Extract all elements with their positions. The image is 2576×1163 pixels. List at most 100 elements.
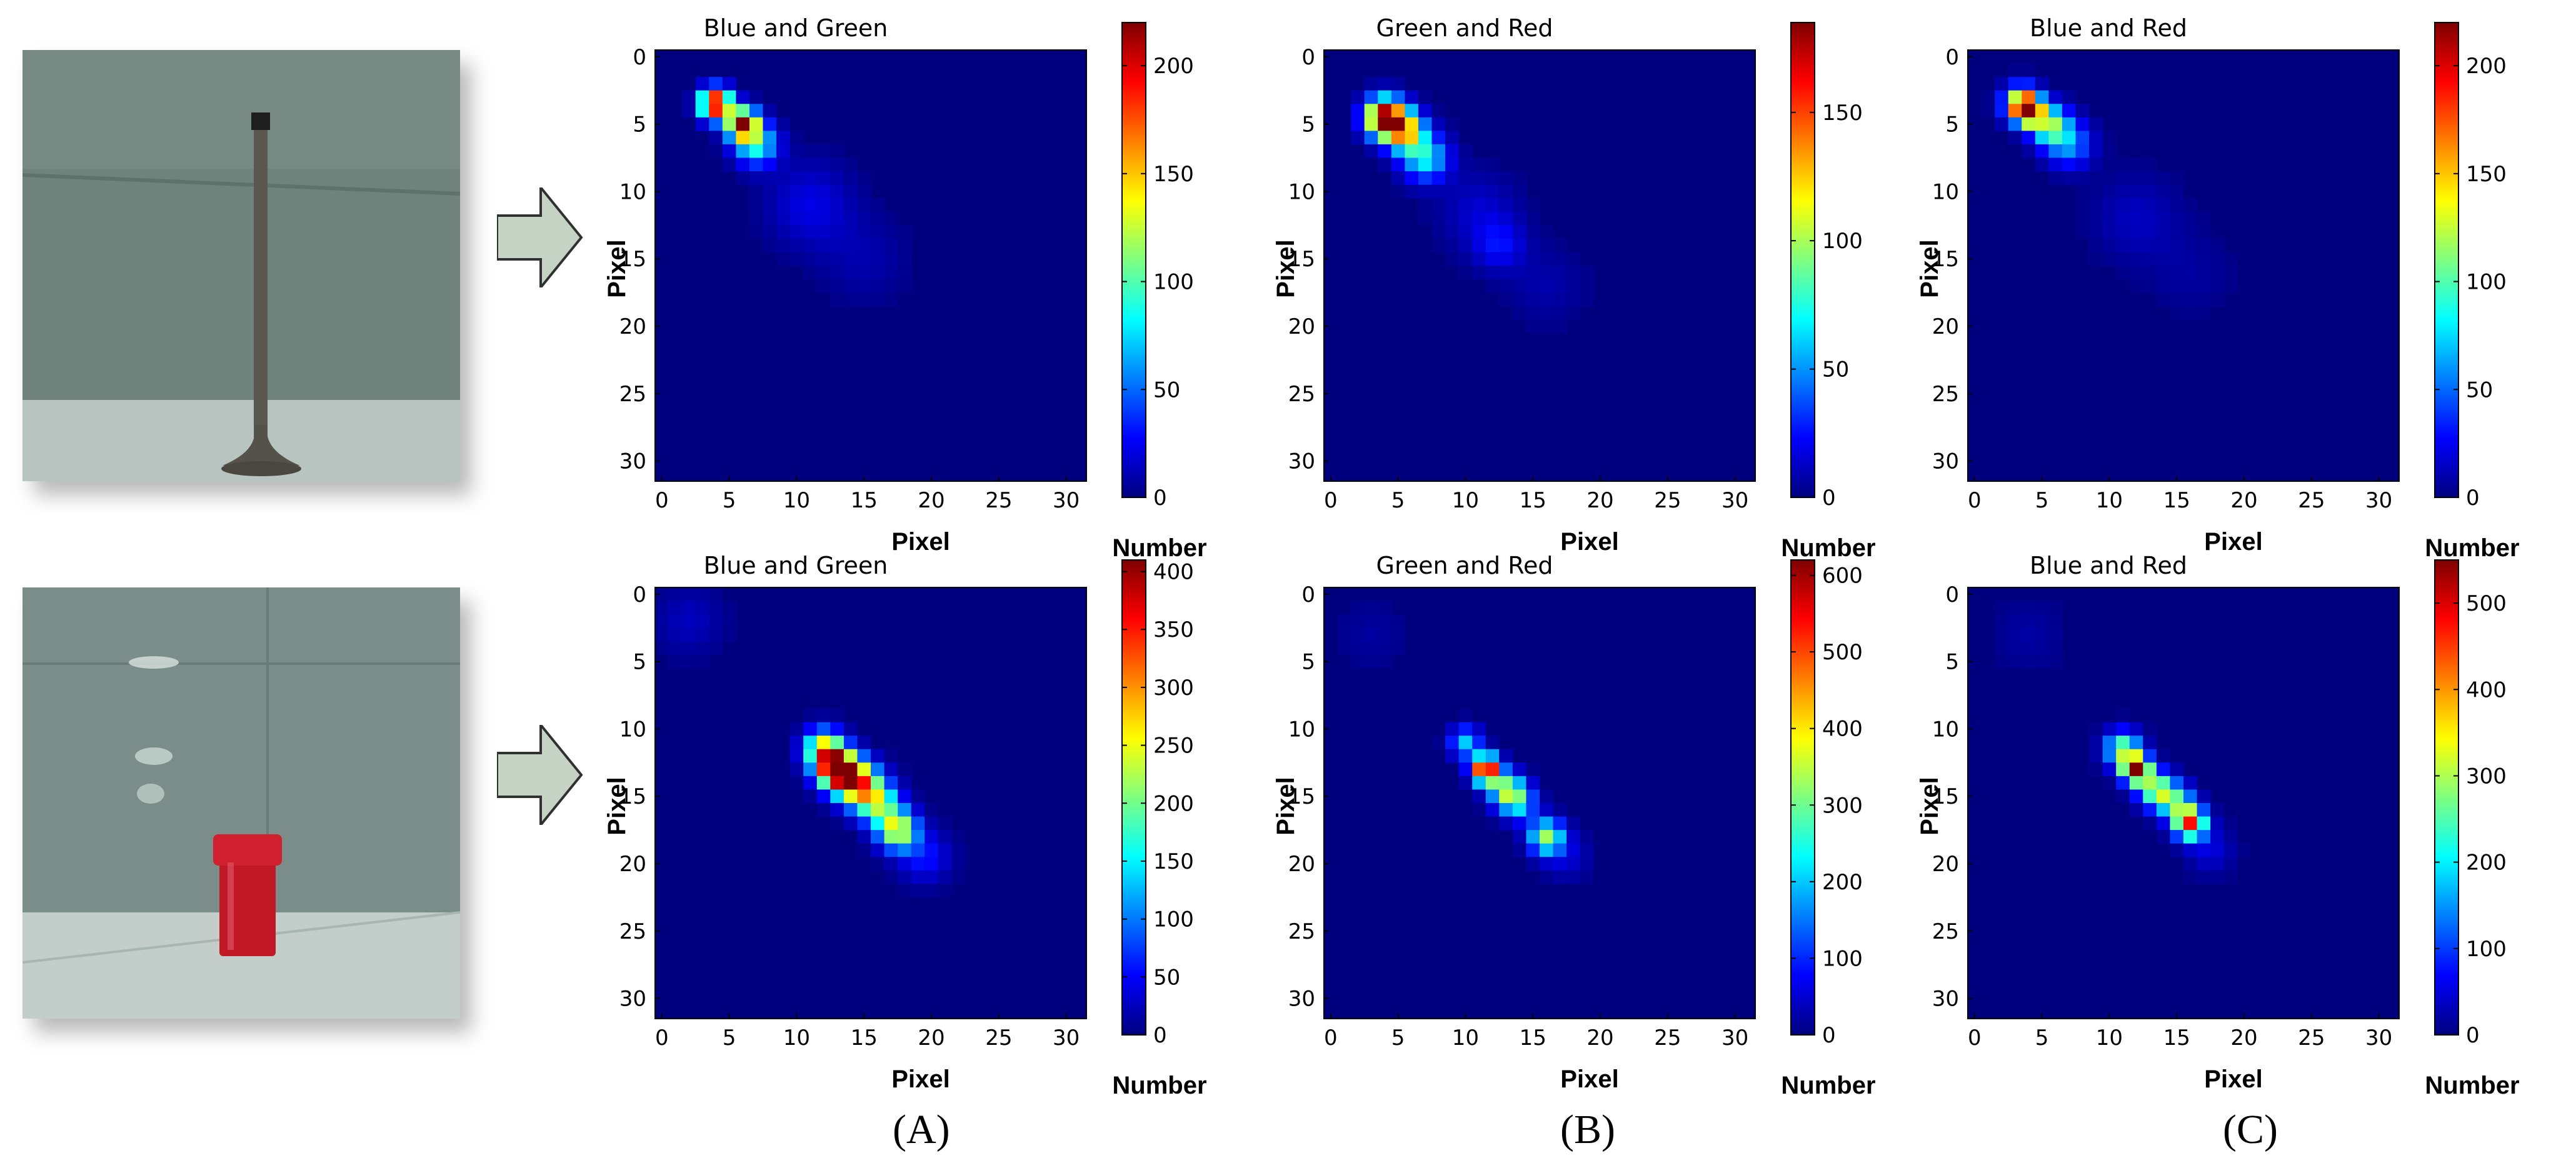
heatmap-cell: [1431, 198, 1446, 212]
heatmap-cell: [2129, 279, 2143, 293]
heatmap-cell: [843, 157, 858, 172]
heatmap-cell: [1499, 252, 1513, 266]
heatmap-cell: [1364, 144, 1378, 159]
y-tick-label: 30: [1932, 449, 1959, 474]
heatmap-cell: [1431, 238, 1446, 253]
heatmap-cell: [2170, 306, 2184, 320]
heatmap-cell: [1566, 857, 1581, 871]
heatmap-cell: [2102, 776, 2117, 791]
heatmap-area: 0 5 10 15 20 25 300510152025300501001502002503…: [619, 559, 1194, 1051]
heatmap-cell: [668, 587, 683, 602]
heatmap-cell: [2102, 749, 2117, 763]
y-tick-label: 30: [1288, 449, 1315, 474]
heatmap-cell: [1485, 198, 1500, 212]
heatmap-cell: [2035, 654, 2049, 669]
heatmap-cell: [709, 627, 723, 642]
heatmap-cell: [1499, 776, 1513, 791]
heatmap-cell: [1580, 857, 1594, 871]
heatmap-cell: [763, 198, 777, 212]
heatmap-cell: [2223, 279, 2238, 293]
heatmap-cell: [776, 225, 791, 239]
colorbar-tick-label: 150: [2466, 162, 2507, 187]
heatmap-cell: [1458, 776, 1473, 791]
heatmap-cell: [830, 252, 844, 266]
colorbar-tick-label: 150: [1153, 162, 1194, 187]
heatmap-cell: [898, 252, 912, 266]
heatmap-cell: [2022, 77, 2036, 91]
heatmap-cell: [1995, 90, 2009, 104]
colorbar-tick-label: 100: [1153, 907, 1194, 932]
heatmap-cell: [763, 131, 777, 145]
heatmap-cell: [2102, 762, 2117, 777]
heatmap-cell: [1580, 292, 1594, 307]
heatmap-cell: [2008, 77, 2022, 91]
heatmap-cell: [2156, 776, 2171, 791]
x-tick-label: 30: [2365, 488, 2392, 513]
heatmap-cell: [1981, 104, 1995, 118]
heatmap-cell: [2022, 104, 2036, 118]
heatmap-cell: [871, 762, 885, 777]
heatmap-cell: [911, 830, 925, 844]
heatmap-cell: [1364, 90, 1378, 104]
heatmap-cell: [1378, 614, 1392, 629]
heatmap-cell: [1472, 225, 1486, 239]
heatmap-cell: [2170, 789, 2184, 804]
heatmap-cell: [884, 816, 898, 831]
heatmap-cell: [1580, 843, 1594, 857]
heatmap-cell: [2089, 722, 2103, 736]
heatmap-cell: [1566, 843, 1581, 857]
heatmap-cell: [857, 736, 871, 750]
heatmap-cell: [843, 789, 858, 804]
heatmap-cell: [2008, 614, 2022, 629]
heatmap-cell: [1458, 157, 1473, 172]
heatmap-cell: [2183, 211, 2198, 226]
heatmap-cell: [1526, 211, 1540, 226]
heatmap-cell: [2035, 601, 2049, 615]
heatmap-cell: [2102, 171, 2117, 186]
heatmap-cell: [763, 117, 777, 131]
heatmap-cell: [789, 252, 804, 266]
colorbar-tick-label: 0: [2466, 1023, 2480, 1048]
heatmap-panel-row2-A: Blue and Green 0 5 10 15 20 25 300510152025300…: [603, 552, 1207, 1099]
heatmap-area: 0 5 10 15 20 25 30 0 5 10 15 20 25 30 0 50 100 150 200: [619, 22, 1194, 513]
heatmap-cell: [776, 252, 791, 266]
heatmap-cell: [1418, 157, 1433, 172]
heatmap-cell: [1364, 131, 1378, 145]
x-tick-label: 20: [1586, 1026, 1613, 1051]
heatmap-cell: [2183, 225, 2198, 239]
heatmap-cell: [898, 789, 912, 804]
heatmap-cell: [2183, 306, 2198, 320]
heatmap-cell: [776, 144, 791, 159]
y-tick-label: 25: [619, 919, 646, 944]
colorbar-tick-label: 200: [2466, 851, 2507, 876]
heatmap-cell: [668, 601, 683, 615]
colorbar-tick-label: 0: [1822, 486, 1836, 511]
heatmap-cell: [1472, 789, 1486, 804]
heatmap-cell: [843, 279, 858, 293]
heatmap-cell: [695, 104, 709, 118]
heatmap-cell: [2197, 292, 2211, 307]
heatmap-cell: [1405, 90, 1419, 104]
heatmap-cell: [2143, 816, 2157, 831]
heatmap-cell: [830, 749, 844, 763]
heatmap-cell: [2116, 184, 2130, 199]
heatmap-cell: [1378, 104, 1392, 118]
heatmap-cell: [2156, 749, 2171, 763]
heatmap-cell: [1553, 870, 1567, 884]
heatmap-cell: [1364, 654, 1378, 669]
heatmap-cell: [1485, 749, 1500, 763]
heatmap-cell: [2116, 252, 2130, 266]
heatmap-cell: [2116, 238, 2130, 253]
heatmap-cell: [816, 211, 831, 226]
heatmap-cell: [789, 749, 804, 763]
heatmap-cell: [1995, 77, 2009, 91]
colorbar-tick-label: 200: [1153, 791, 1194, 816]
heatmap-cell: [2210, 266, 2225, 280]
x-tick-label: 20: [2230, 488, 2257, 513]
heatmap-cell: [911, 816, 925, 831]
colorbar-tick-label: 100: [2466, 937, 2507, 962]
x-tick-label: 20: [2230, 1026, 2257, 1051]
heatmap-cell: [1566, 252, 1581, 266]
heatmap-cell: [2156, 803, 2171, 817]
heatmap-cell: [1364, 117, 1378, 131]
